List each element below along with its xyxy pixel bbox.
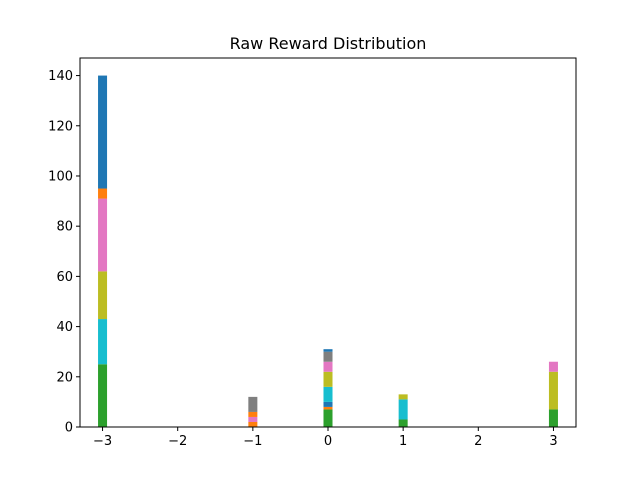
y-tick-label: 80 [56, 220, 73, 235]
plot-frame [79, 57, 577, 428]
y-tick-label: 120 [48, 119, 73, 134]
bar-segment-0-5 [98, 75, 108, 189]
y-tick-label: 20 [56, 370, 73, 385]
y-axis-ticks: 0 20 40 60 80 100 120 140 [48, 69, 80, 436]
x-tick-label: −1 [243, 434, 262, 449]
chart-title: Raw Reward Distribution [230, 34, 427, 53]
bar-segment-2-4 [323, 371, 333, 387]
bar-segment-4-1 [548, 371, 558, 410]
bar-segment-0-2 [98, 271, 108, 320]
bar-segment-0-3 [98, 198, 108, 272]
y-tick-label: 0 [65, 421, 73, 436]
bar-segment-1-3 [248, 396, 258, 412]
bar-segment-1-1 [248, 416, 258, 422]
bar-segment-2-5 [323, 361, 333, 372]
bar-segment-2-6 [323, 351, 333, 362]
x-tick-label: 1 [399, 434, 407, 449]
bar-segment-2-0 [323, 409, 333, 427]
bar-segment-2-7 [323, 349, 333, 352]
bar-segment-0-4 [98, 188, 108, 199]
bar-segment-2-2 [323, 401, 333, 407]
y-tick-label: 100 [48, 169, 73, 184]
x-tick-label: 2 [474, 434, 482, 449]
bar-segment-4-0 [548, 409, 558, 427]
bar-segment-1-2 [248, 411, 258, 417]
bar-segment-3-0 [398, 419, 408, 427]
bar-segment-0-1 [98, 319, 108, 365]
bars-group [98, 75, 558, 427]
y-tick-label: 40 [56, 320, 73, 335]
x-tick-label: 0 [324, 434, 332, 449]
bar-segment-1-0 [248, 421, 258, 427]
bar-segment-3-1 [398, 399, 408, 420]
y-tick-label: 60 [56, 270, 73, 285]
bar-segment-0-0 [98, 364, 108, 427]
x-tick-label: 3 [549, 434, 557, 449]
bar-segment-3-2 [398, 394, 408, 400]
bar-segment-4-2 [548, 361, 558, 372]
x-tick-label: −2 [168, 434, 187, 449]
bar-segment-2-1 [323, 406, 333, 410]
x-tick-label: −3 [93, 434, 112, 449]
x-axis-ticks: −3 −2 −1 0 1 2 3 [93, 427, 558, 449]
y-tick-label: 140 [48, 69, 73, 84]
bar-segment-2-3 [323, 386, 333, 402]
